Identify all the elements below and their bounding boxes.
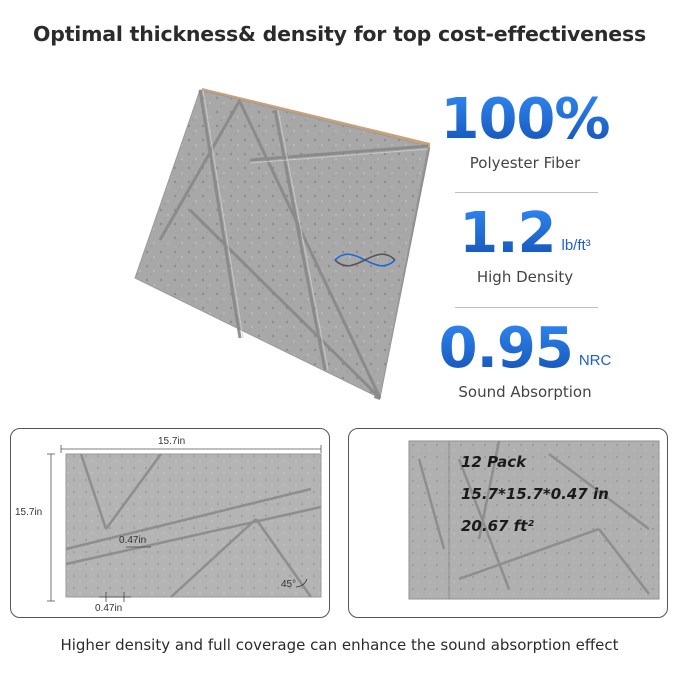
pack-count: 12 Pack [461, 453, 527, 471]
acoustic-panel-svg [134, 88, 430, 400]
pack-size: 15.7*15.7*0.47 in [461, 485, 609, 503]
stat-density-label: High Density [476, 268, 574, 286]
groove-width-label: 0.47in [119, 535, 147, 546]
stat-nrc-unit: NRC [578, 352, 612, 369]
stacked-panels [408, 440, 660, 600]
stat-density-value: 1.2 [459, 201, 556, 266]
divider [455, 307, 598, 308]
stat-nrc-label: Sound Absorption [458, 383, 592, 401]
stat-fiber-value: 100% [440, 87, 610, 152]
pack-box: 12 Pack 15.7*15.7*0.47 in 20.67 ft² [348, 428, 668, 618]
dimensions-box: 15.7in 15.7in 0.47in 0.47in 45° [10, 428, 330, 618]
pack-area: 20.67 ft² [461, 517, 534, 535]
stat-nrc-value: 0.95 [438, 316, 574, 381]
stat-fiber: 100% Polyester Fiber [420, 87, 630, 173]
stat-density-unit: lb/ft³ [561, 237, 591, 254]
stat-nrc: 0.95 NRC Sound Absorption [420, 316, 630, 402]
dimensions-diagram [47, 445, 322, 602]
sound-wave-icon [334, 253, 396, 267]
stat-density: 1.2 lb/ft³ High Density [420, 201, 630, 287]
divider [455, 192, 598, 193]
thickness-label: 0.47in [95, 603, 123, 614]
footer-tagline: Higher density and full coverage can enh… [60, 636, 619, 654]
panel-front [65, 453, 322, 598]
headline: Optimal thickness& density for top cost-… [33, 22, 646, 46]
height-label: 15.7in [15, 507, 43, 518]
stat-fiber-label: Polyester Fiber [469, 154, 581, 172]
angle-label: 45° [281, 579, 297, 590]
width-label: 15.7in [158, 436, 186, 447]
acoustic-panel-illustration [130, 80, 430, 400]
